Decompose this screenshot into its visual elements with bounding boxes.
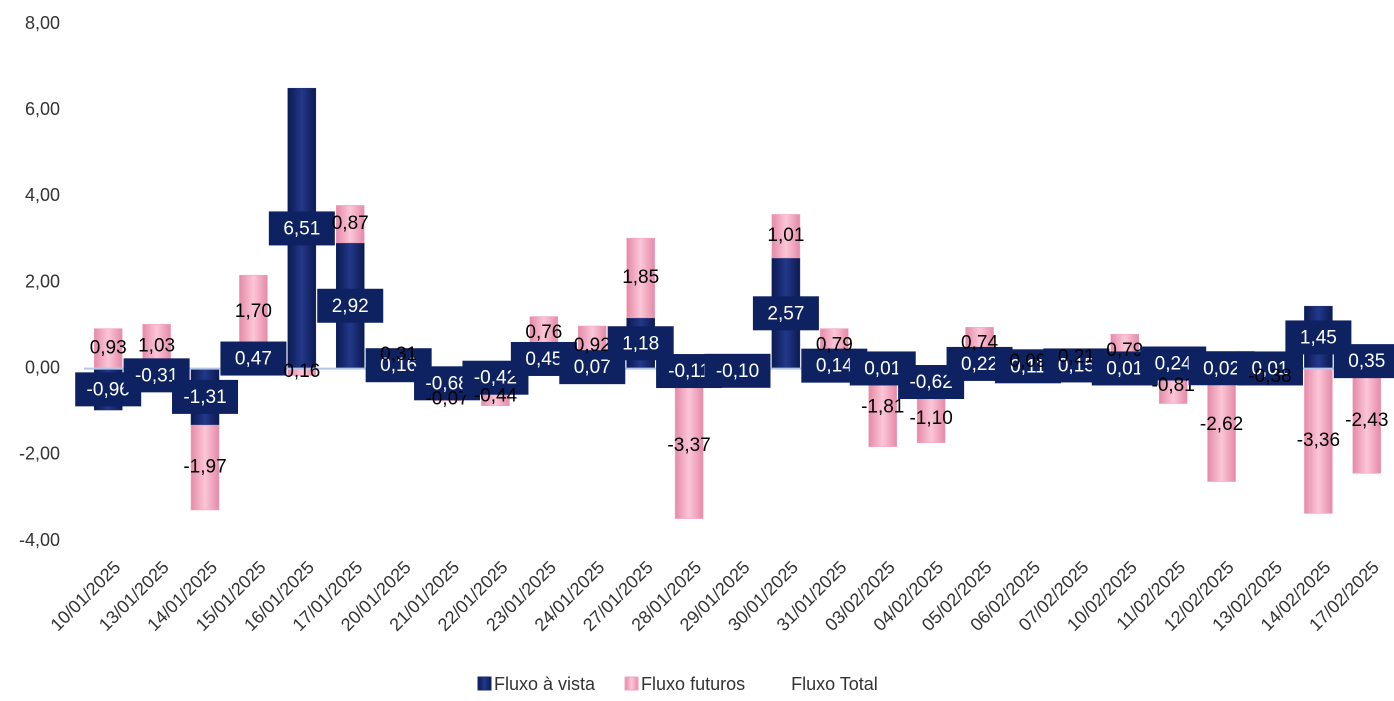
data-label: 0,31 — [380, 344, 417, 365]
data-label: 0,16 — [380, 355, 417, 376]
data-label: 0,22 — [961, 354, 998, 375]
data-label: 0,11 — [1010, 356, 1046, 377]
data-label: 1,18 — [622, 333, 659, 354]
y-tick-label: 4,00 — [25, 185, 60, 205]
data-label: 0,47 — [235, 349, 272, 370]
data-label: -0,62 — [909, 372, 952, 393]
data-label: 2,92 — [332, 296, 369, 317]
data-label: 0,79 — [1106, 340, 1143, 361]
data-label: -0,31 — [135, 365, 178, 386]
label-box — [1236, 351, 1303, 386]
data-label: -3,36 — [1297, 430, 1340, 451]
label-box — [317, 288, 384, 323]
y-tick-label: 8,00 — [25, 13, 60, 33]
bar — [190, 424, 220, 511]
data-label: 1,45 — [1300, 327, 1337, 348]
bar — [1207, 368, 1236, 482]
legend-label: Fluxo à vista — [494, 674, 596, 694]
data-label: -2,62 — [1200, 414, 1243, 435]
data-label: 0,93 — [90, 338, 127, 359]
label-box — [172, 379, 239, 414]
bar — [626, 237, 655, 319]
label-box — [704, 353, 771, 388]
y-tick-label: -4,00 — [19, 530, 60, 550]
data-label: 6,51 — [283, 218, 320, 239]
data-label: 0,74 — [961, 332, 998, 353]
data-label: 0,01 — [1251, 358, 1288, 379]
bar — [771, 214, 801, 259]
data-label: 0,35 — [1348, 351, 1385, 372]
legend-label: Fluxo Total — [791, 674, 878, 694]
data-label: 1,70 — [235, 301, 272, 322]
data-label: 0,15 — [1058, 355, 1095, 376]
data-label: -1,97 — [183, 457, 226, 478]
data-label: -0,68 — [425, 373, 468, 394]
data-label: 0,01 — [864, 358, 901, 379]
data-label: 0,02 — [1203, 358, 1240, 379]
y-tick-label: -2,00 — [19, 444, 60, 464]
label-box — [220, 341, 287, 376]
data-label: 0,87 — [332, 213, 369, 234]
data-label: -3,37 — [667, 435, 710, 456]
data-label: 0,07 — [574, 357, 611, 378]
legend-swatch — [477, 676, 492, 691]
data-label: 0,79 — [816, 335, 853, 356]
data-label: 0,76 — [525, 322, 562, 343]
data-label: -0,96 — [87, 379, 130, 400]
data-label: -0,81 — [1152, 375, 1195, 396]
y-tick-label: 2,00 — [25, 271, 60, 291]
data-label: 0,14 — [816, 356, 853, 377]
data-label: 0,24 — [1155, 354, 1192, 375]
data-label: 1,03 — [138, 335, 175, 356]
data-label: 1,85 — [622, 267, 659, 288]
data-label: 0,16 — [283, 361, 320, 382]
data-label: 1,01 — [767, 225, 804, 246]
data-label: -0,10 — [716, 361, 759, 382]
bar — [93, 328, 123, 369]
data-label: -0,42 — [474, 368, 517, 389]
bar — [916, 395, 946, 444]
data-label: 0,01 — [1106, 358, 1143, 379]
label-box — [752, 296, 819, 331]
legend-label: Fluxo futuros — [641, 674, 745, 694]
y-tick-label: 0,00 — [25, 357, 60, 377]
bar — [674, 373, 704, 519]
data-label: -1,10 — [909, 408, 952, 429]
data-label: -2,43 — [1345, 410, 1388, 431]
label-box — [268, 211, 335, 246]
y-tick-label: 6,00 — [25, 99, 60, 119]
bar — [1304, 368, 1333, 514]
data-label: 0,92 — [574, 335, 611, 356]
legend-swatch — [624, 676, 639, 691]
data-label: 0,21 — [1058, 347, 1095, 368]
data-label: -0,07 — [425, 388, 468, 409]
data-label: -1,31 — [183, 387, 226, 408]
data-label: -0,44 — [474, 385, 518, 406]
data-label: -0,38 — [1248, 366, 1291, 387]
data-label: -1,81 — [861, 397, 904, 418]
bar — [335, 205, 365, 244]
data-label: -0,11 — [668, 361, 710, 382]
label-box — [1333, 344, 1394, 379]
data-label: 0,45 — [525, 349, 562, 370]
data-label: 0,09 — [1009, 351, 1046, 372]
data-label: 2,57 — [767, 303, 804, 324]
